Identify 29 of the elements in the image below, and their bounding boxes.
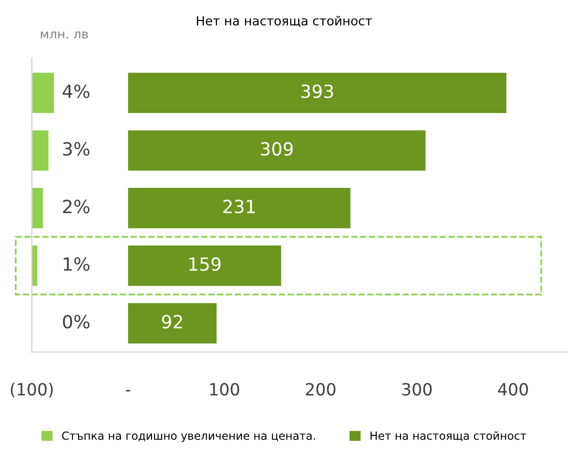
text: млн. лв — [40, 32, 88, 38]
data-label: 231 — [223, 200, 255, 214]
x-tick-label: (100) — [10, 382, 53, 398]
y-tick-label: 0% — [62, 314, 90, 329]
x-tick-label: 400 — [498, 382, 528, 396]
bar — [32, 246, 38, 286]
y-tick-label: 2% — [63, 200, 90, 214]
bar — [32, 130, 48, 171]
bar — [32, 72, 54, 114]
bar — [128, 303, 217, 344]
x-tick-label: 300 — [402, 382, 432, 396]
bar — [128, 130, 426, 171]
x-tick-label: - — [126, 390, 130, 392]
data-label: 159 — [189, 257, 221, 271]
data-label: 393 — [301, 84, 334, 98]
data-label: 92 — [162, 314, 182, 329]
bar — [128, 188, 350, 228]
x-tick-label: 200 — [306, 382, 336, 396]
x-tick-label: 100 — [210, 382, 240, 396]
y-tick-label: 3% — [63, 142, 90, 156]
y-tick-label: 1% — [64, 257, 90, 271]
legend-label: Стъпка на годишно увеличение на цената. — [62, 431, 316, 442]
legend-label: Нет на настояща стойност — [370, 431, 526, 442]
bar — [128, 72, 506, 114]
bar — [32, 188, 43, 228]
bar — [128, 246, 282, 286]
data-label: 309 — [260, 142, 293, 156]
chart-title: Нет на настояща стойност — [196, 16, 372, 28]
y-tick-label: 4% — [62, 84, 90, 98]
